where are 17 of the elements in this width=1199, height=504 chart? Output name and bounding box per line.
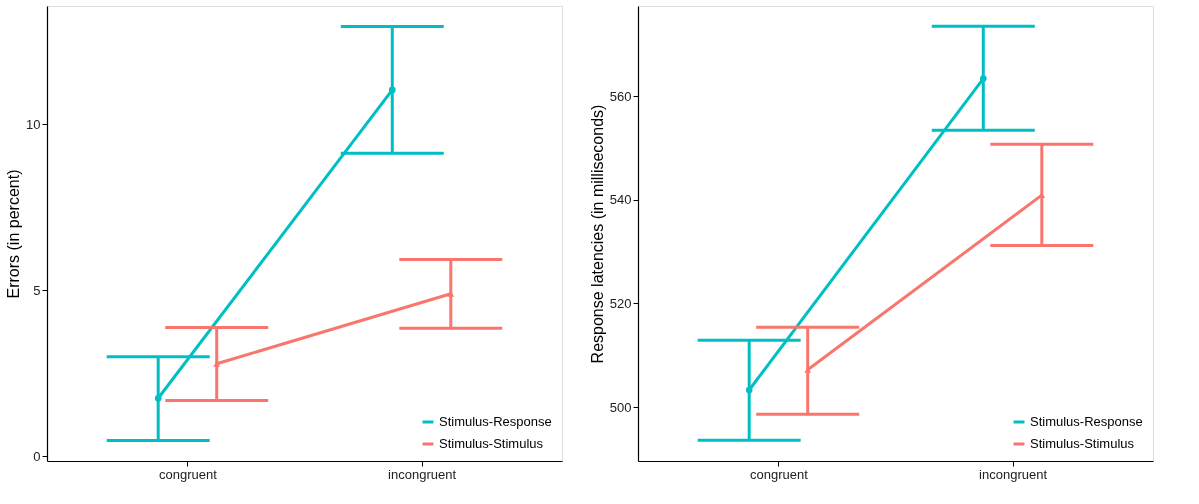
legend-label: Stimulus-Stimulus [1030, 436, 1135, 451]
x-tick-label: congruent [159, 466, 218, 482]
y-tick-label: 5 [33, 282, 41, 298]
x-tick-label: incongruent [979, 466, 1048, 482]
y-axis-title: Errors (in percent) [5, 169, 23, 299]
y-tick-label: 520 [609, 295, 632, 311]
legend-label: Stimulus-Stimulus [439, 436, 544, 451]
y-tick-label: 10 [26, 116, 41, 132]
y-tick-label: 540 [609, 192, 632, 208]
legend-label: Stimulus-Response [1030, 414, 1143, 429]
y-tick-label: 0 [33, 448, 41, 464]
y-tick-label: 500 [609, 399, 632, 415]
y-axis-title: Response latencies (in milliseconds) [588, 104, 606, 364]
x-tick-label: congruent [750, 466, 809, 482]
y-tick-label: 560 [609, 88, 632, 104]
legend-label: Stimulus-Response [439, 414, 552, 429]
x-tick-label: incongruent [388, 466, 457, 482]
